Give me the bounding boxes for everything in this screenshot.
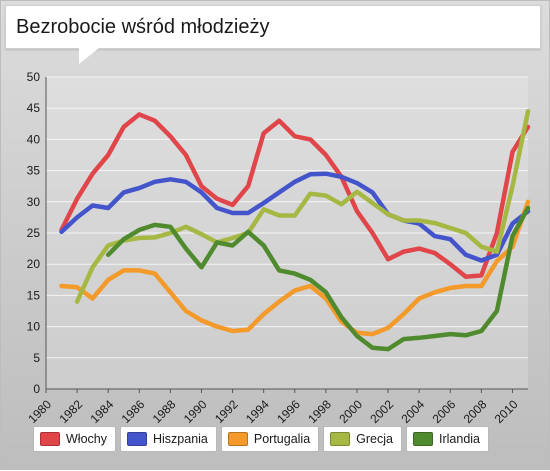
y-tick-label: 25	[27, 226, 41, 240]
x-tick-label: 2002	[367, 397, 396, 426]
legend-item: Irlandia	[406, 426, 489, 452]
y-tick-label: 5	[33, 351, 40, 365]
y-tick-label: 20	[27, 257, 41, 271]
legend-item: Portugalia	[220, 426, 320, 452]
x-tick-label: 1998	[305, 397, 334, 426]
series-line-2	[59, 171, 531, 263]
x-tick-label: 2004	[399, 397, 428, 426]
legend-swatch	[40, 432, 60, 446]
legend-swatch	[227, 432, 248, 446]
legend-label: Portugalia	[253, 432, 311, 446]
x-tick-label: 1986	[119, 397, 148, 426]
x-tick-label: 2008	[461, 397, 490, 426]
legend-swatch	[330, 432, 351, 446]
y-tick-label: 50	[27, 70, 41, 84]
y-tick-label: 35	[27, 164, 41, 178]
x-tick-label: 1994	[243, 397, 272, 426]
legend-label: Hiszpania	[152, 432, 208, 446]
x-tick-label: 2010	[492, 397, 521, 426]
x-tick-label: 1988	[150, 397, 179, 426]
series-line-3	[59, 199, 531, 337]
y-tick-label: 0	[33, 382, 40, 396]
legend-item: Grecja	[323, 426, 402, 452]
legend-item: Hiszpania	[119, 426, 217, 452]
y-tick-label: 40	[27, 132, 41, 146]
x-tick-label: 1984	[88, 397, 117, 426]
y-tick-label: 15	[27, 288, 41, 302]
x-tick-label: 1996	[274, 397, 303, 426]
legend-swatch	[413, 432, 433, 446]
title-box: Bezrobocie wśród młodzieży	[5, 5, 541, 49]
legend-item: Włochy	[33, 426, 116, 452]
x-tick-label: 1980	[25, 397, 54, 426]
x-tick-label: 2006	[430, 397, 459, 426]
y-tick-label: 45	[27, 101, 41, 115]
legend-label: Irlandia	[439, 432, 480, 446]
y-tick-label: 10	[27, 320, 41, 334]
x-tick-label: 2000	[336, 397, 365, 426]
x-tick-label: 1982	[56, 397, 85, 426]
y-tick-label: 30	[27, 195, 41, 209]
legend: Włochy Hiszpania Portugalia Grecja Irlandia	[33, 426, 503, 456]
legend-label: Włochy	[66, 432, 107, 446]
series-line-1	[59, 112, 531, 279]
series-line-4	[74, 109, 531, 304]
title-callout-tail	[79, 48, 99, 64]
legend-swatch	[126, 432, 147, 446]
legend-label: Grecja	[356, 432, 393, 446]
series-line-5	[105, 205, 531, 352]
x-tick-label: 1992	[212, 397, 241, 426]
chart-title: Bezrobocie wśród młodzieży	[16, 16, 270, 38]
x-tick-label: 1990	[181, 397, 210, 426]
